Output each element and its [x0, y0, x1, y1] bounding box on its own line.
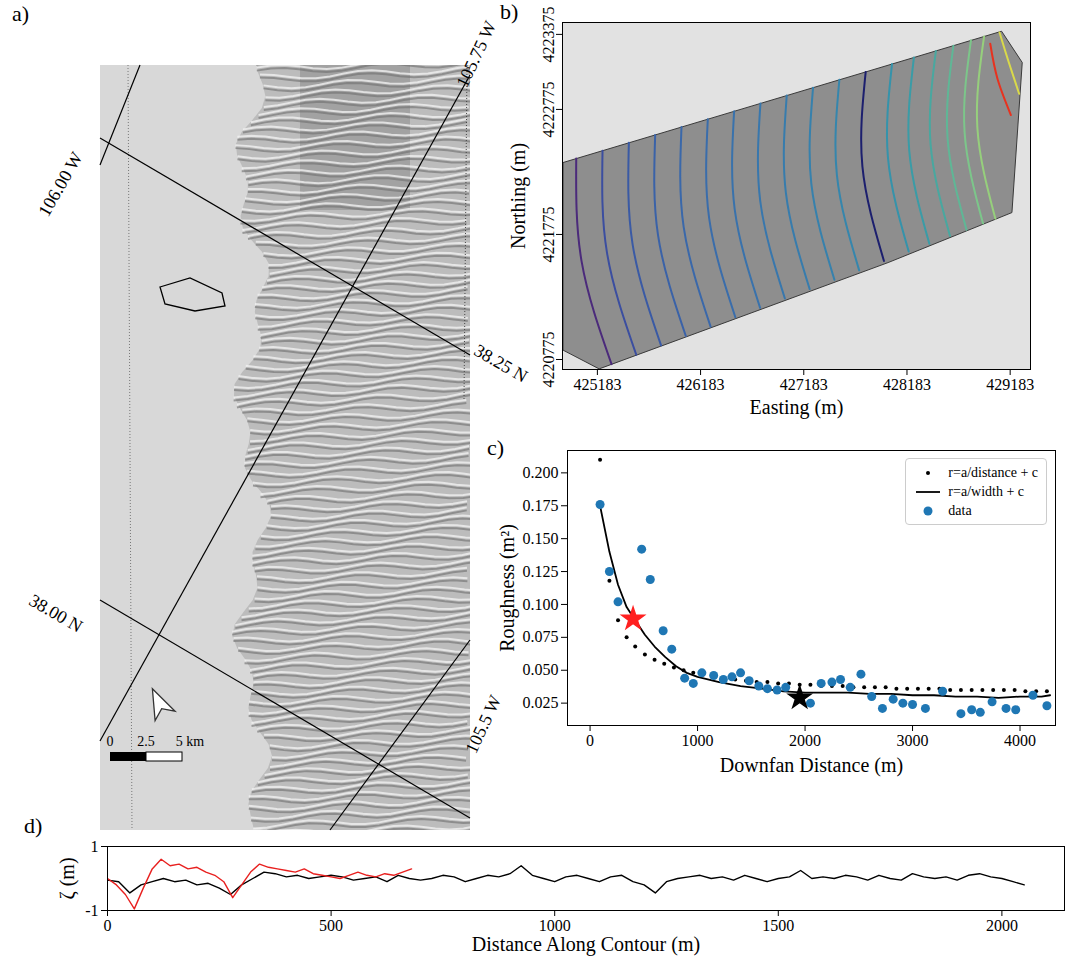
- svg-text:1000: 1000: [682, 732, 714, 749]
- svg-text:105.5 W: 105.5 W: [461, 692, 505, 756]
- svg-text:2000: 2000: [789, 732, 821, 749]
- html-text:c): c): [487, 435, 505, 460]
- html-text:r=a/distance + c: r=a/distance + c: [948, 464, 1038, 480]
- svg-text:0.025: 0.025: [523, 694, 559, 711]
- svg-text:0: 0: [107, 734, 114, 749]
- svg-text:Easting (m): Easting (m): [750, 396, 844, 419]
- svg-text:500: 500: [319, 917, 343, 934]
- svg-text:0.125: 0.125: [523, 563, 559, 580]
- svg-text:38.00 N: 38.00 N: [26, 590, 86, 636]
- html-text:b): b): [500, 0, 519, 24]
- svg-text:427183: 427183: [780, 376, 828, 393]
- svg-text:425183: 425183: [573, 376, 621, 393]
- html-text:r=a/width + c: r=a/width + c: [948, 483, 1024, 499]
- html-text:d): d): [24, 813, 43, 838]
- html-text:a): a): [12, 1, 30, 26]
- svg-text:0: 0: [586, 732, 594, 749]
- svg-text:429183: 429183: [986, 376, 1034, 393]
- svg-text:1500: 1500: [762, 917, 794, 934]
- html-text:data: data: [948, 502, 972, 518]
- svg-text:Roughness (m²): Roughness (m²): [496, 524, 519, 652]
- svg-text:426183: 426183: [677, 376, 725, 393]
- svg-text:4221775: 4221775: [540, 206, 557, 262]
- svg-text:106.00 W: 106.00 W: [34, 148, 87, 219]
- svg-text:105.75 W: 105.75 W: [452, 18, 500, 91]
- svg-text:-1: -1: [85, 902, 98, 919]
- svg-text:0.200: 0.200: [523, 464, 559, 481]
- svg-text:2000: 2000: [986, 917, 1018, 934]
- svg-text:0: 0: [104, 917, 112, 934]
- svg-text:4220775: 4220775: [540, 331, 557, 387]
- svg-text:428183: 428183: [883, 376, 931, 393]
- svg-text:5 km: 5 km: [176, 734, 205, 749]
- svg-text:4000: 4000: [1004, 732, 1036, 749]
- svg-text:3000: 3000: [897, 732, 929, 749]
- svg-text:1: 1: [91, 838, 99, 855]
- svg-text:38.25 N: 38.25 N: [471, 340, 531, 386]
- svg-text:0.050: 0.050: [523, 661, 559, 678]
- svg-text:Downfan Distance (m): Downfan Distance (m): [720, 754, 903, 777]
- svg-text:2.5: 2.5: [137, 734, 155, 749]
- svg-text:0.150: 0.150: [523, 530, 559, 547]
- svg-text:ζ (m): ζ (m): [56, 857, 79, 899]
- svg-text:4223375: 4223375: [540, 6, 557, 62]
- svg-text:Northing (m): Northing (m): [507, 143, 530, 249]
- svg-text:0.175: 0.175: [523, 497, 559, 514]
- svg-text:Distance Along Contour (m): Distance Along Contour (m): [472, 933, 700, 956]
- svg-text:4222775: 4222775: [540, 81, 557, 137]
- svg-text:0.075: 0.075: [523, 628, 559, 645]
- svg-text:0.100: 0.100: [523, 596, 559, 613]
- svg-text:1000: 1000: [539, 917, 571, 934]
